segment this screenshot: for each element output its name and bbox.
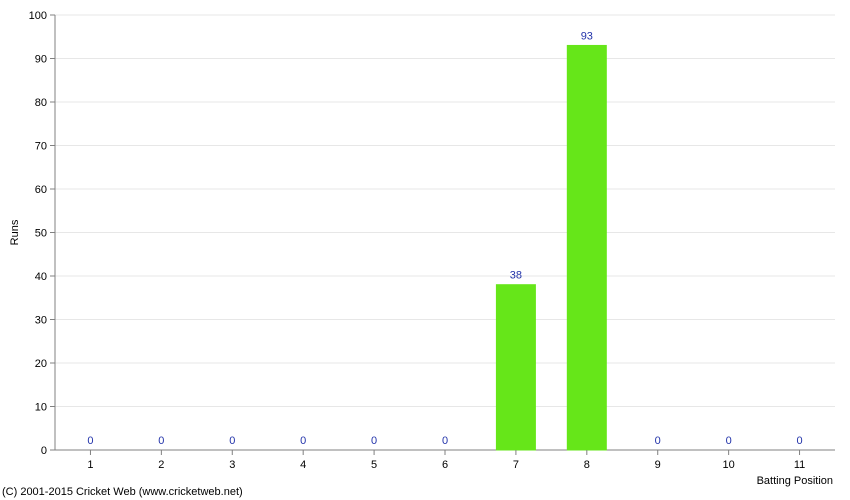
y-tick-label: 100 [29,10,47,22]
x-tick-label: 9 [655,459,661,471]
x-tick-label: 10 [723,459,735,471]
y-tick-label: 40 [35,271,47,283]
x-tick-label: 5 [371,459,377,471]
chart-container: 0102030405060708090100Runs01020304050638… [0,0,850,500]
x-tick-label: 7 [513,459,519,471]
y-tick-label: 70 [35,141,47,153]
bar [567,45,606,450]
y-tick-label: 60 [35,184,47,196]
bar-value-label: 0 [158,435,164,447]
chart-background [0,0,850,500]
runs-by-position-chart: 0102030405060708090100Runs01020304050638… [0,0,850,500]
x-tick-label: 1 [87,459,93,471]
bar-value-label: 0 [87,435,93,447]
bar-value-label: 38 [510,270,522,282]
bar-value-label: 0 [442,435,448,447]
x-tick-label: 2 [158,459,164,471]
bar-value-label: 0 [229,435,235,447]
x-tick-label: 11 [794,459,805,471]
y-tick-label: 10 [35,402,47,414]
y-tick-label: 20 [35,358,47,370]
y-tick-label: 90 [35,54,47,66]
bar-value-label: 0 [796,435,802,447]
y-tick-label: 30 [35,315,47,327]
bar-value-label: 0 [300,435,306,447]
x-tick-label: 3 [229,459,235,471]
x-tick-label: 4 [300,459,306,471]
x-tick-label: 8 [584,459,590,471]
y-tick-label: 50 [35,228,47,240]
bar [496,285,535,450]
bar-value-label: 0 [655,435,661,447]
y-axis-title: Runs [9,219,21,245]
y-tick-label: 80 [35,97,47,109]
x-axis-title: Batting Position [757,475,833,487]
copyright-text: (C) 2001-2015 Cricket Web (www.cricketwe… [2,486,243,498]
bar-value-label: 0 [371,435,377,447]
bar-value-label: 0 [726,435,732,447]
x-tick-label: 6 [442,459,448,471]
y-tick-label: 0 [41,445,47,457]
bar-value-label: 93 [581,30,593,42]
